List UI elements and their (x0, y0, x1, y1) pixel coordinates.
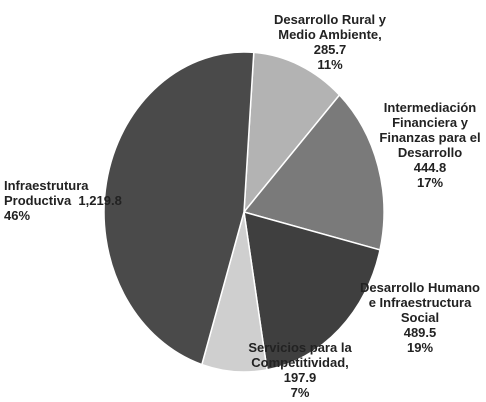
slice (103, 51, 255, 366)
percent-label: 17% (416, 175, 444, 190)
percent-label: 7% (290, 385, 310, 400)
percent-label: 19% (406, 340, 434, 355)
category: Desarrollo Rural y Medio Ambiente, (274, 12, 386, 42)
category: Desarrollo Humano e Infraestructura Soci… (360, 280, 480, 325)
value-label: 1,219.8 (78, 193, 122, 208)
value-label: 489.5 (403, 325, 437, 340)
slice-label: Desarrollo Humano e Infraestructura Soci… (355, 280, 485, 355)
slice-label: Servicios para la Competitividad, 197.9 … (225, 340, 375, 400)
category: Servicios para la Competitividad, (248, 340, 352, 370)
slice (243, 51, 341, 215)
category: Infraestrutura Productiva (4, 178, 89, 208)
value-label: 197.9 (283, 370, 317, 385)
slice-label: Intermediación Financiera y Finanzas par… (370, 100, 486, 190)
slice (242, 93, 385, 251)
percent-label: 11% (317, 57, 343, 72)
percent-label: 46% (4, 208, 31, 223)
value-label: 444.8 (413, 160, 447, 175)
value-label: 285.7 (313, 42, 347, 57)
category: Intermediación Financiera y Finanzas par… (379, 100, 481, 160)
slice (243, 210, 381, 371)
slice-label: Desarrollo Rural y Medio Ambiente, 285.7… (255, 12, 405, 72)
slice-label: Infraestrutura Productiva 1,219.8 46% (4, 178, 154, 223)
